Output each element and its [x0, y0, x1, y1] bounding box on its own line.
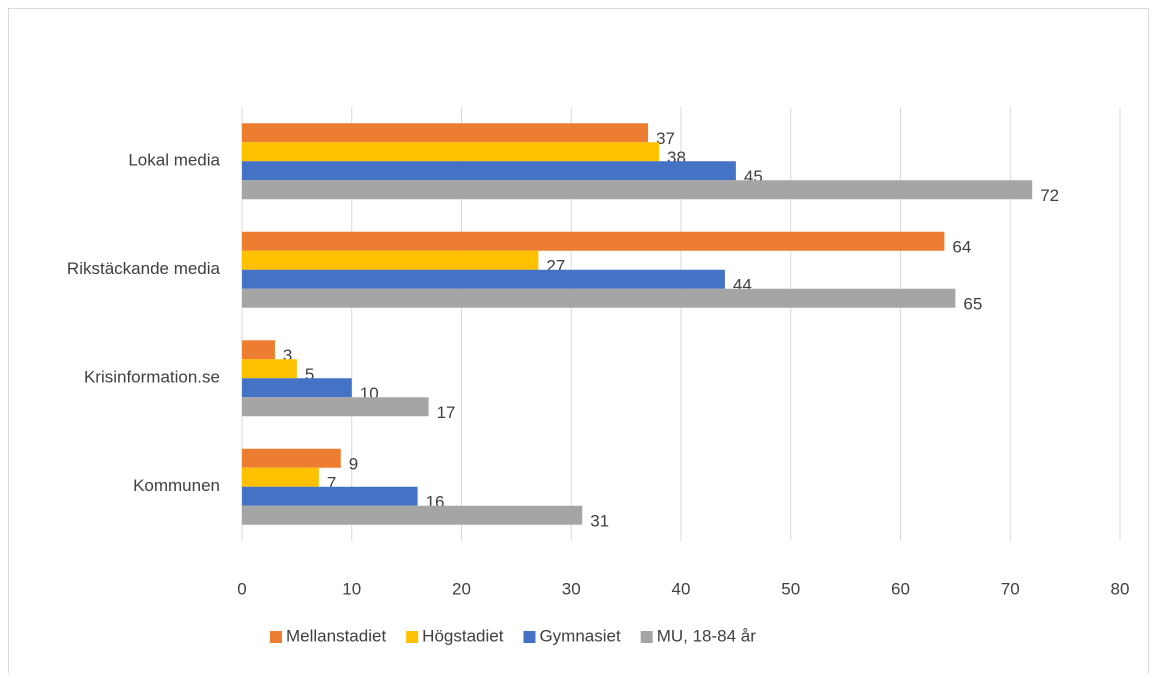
bar	[242, 448, 341, 468]
bar	[242, 340, 275, 360]
data-label: 31	[590, 512, 609, 531]
legend-label: Mellanstadiet	[286, 626, 386, 645]
legend-label: Högstadiet	[422, 626, 504, 645]
x-tick-label: 10	[342, 579, 361, 598]
bar	[242, 467, 319, 487]
data-label: 9	[349, 455, 358, 474]
x-tick-label: 30	[562, 579, 581, 598]
bar	[242, 180, 1033, 200]
x-tick-label: 80	[1111, 579, 1130, 598]
bar	[242, 397, 429, 417]
bar	[242, 505, 583, 525]
x-tick-label: 60	[891, 579, 910, 598]
legend-swatch	[523, 631, 536, 643]
x-tick-label: 20	[452, 579, 471, 598]
data-label: 3	[283, 346, 292, 365]
x-tick-label: 40	[672, 579, 691, 598]
legend-label: Gymnasiet	[539, 626, 621, 645]
y-tick-label: Lokal media	[128, 151, 220, 170]
y-tick-label: Rikstäckande media	[67, 259, 221, 278]
legend-swatch	[406, 631, 419, 643]
bar	[242, 123, 649, 143]
y-tick-label: Krisinformation.se	[84, 368, 220, 387]
y-tick-label: Kommunen	[133, 476, 220, 495]
data-label: 17	[437, 403, 456, 422]
data-label: 5	[305, 365, 314, 384]
bar	[242, 486, 418, 506]
legend-swatch	[640, 631, 653, 643]
bar	[242, 288, 956, 308]
x-tick-label: 70	[1001, 579, 1020, 598]
bar	[242, 359, 297, 379]
legend-label: MU, 18-84 år	[657, 626, 757, 645]
data-label: 72	[1040, 186, 1059, 205]
bar	[242, 161, 736, 181]
x-tick-label: 50	[781, 579, 800, 598]
bar	[242, 231, 945, 251]
data-label: 65	[963, 295, 982, 314]
legend-swatch	[270, 631, 282, 643]
data-label: 64	[952, 238, 971, 257]
bar	[242, 269, 725, 289]
bar	[242, 250, 539, 270]
chart-frame	[8, 8, 1149, 678]
data-label: 7	[327, 474, 336, 493]
x-tick-label: 0	[237, 579, 246, 598]
data-label: 37	[656, 129, 675, 148]
bar	[242, 378, 352, 398]
bar	[242, 142, 660, 162]
